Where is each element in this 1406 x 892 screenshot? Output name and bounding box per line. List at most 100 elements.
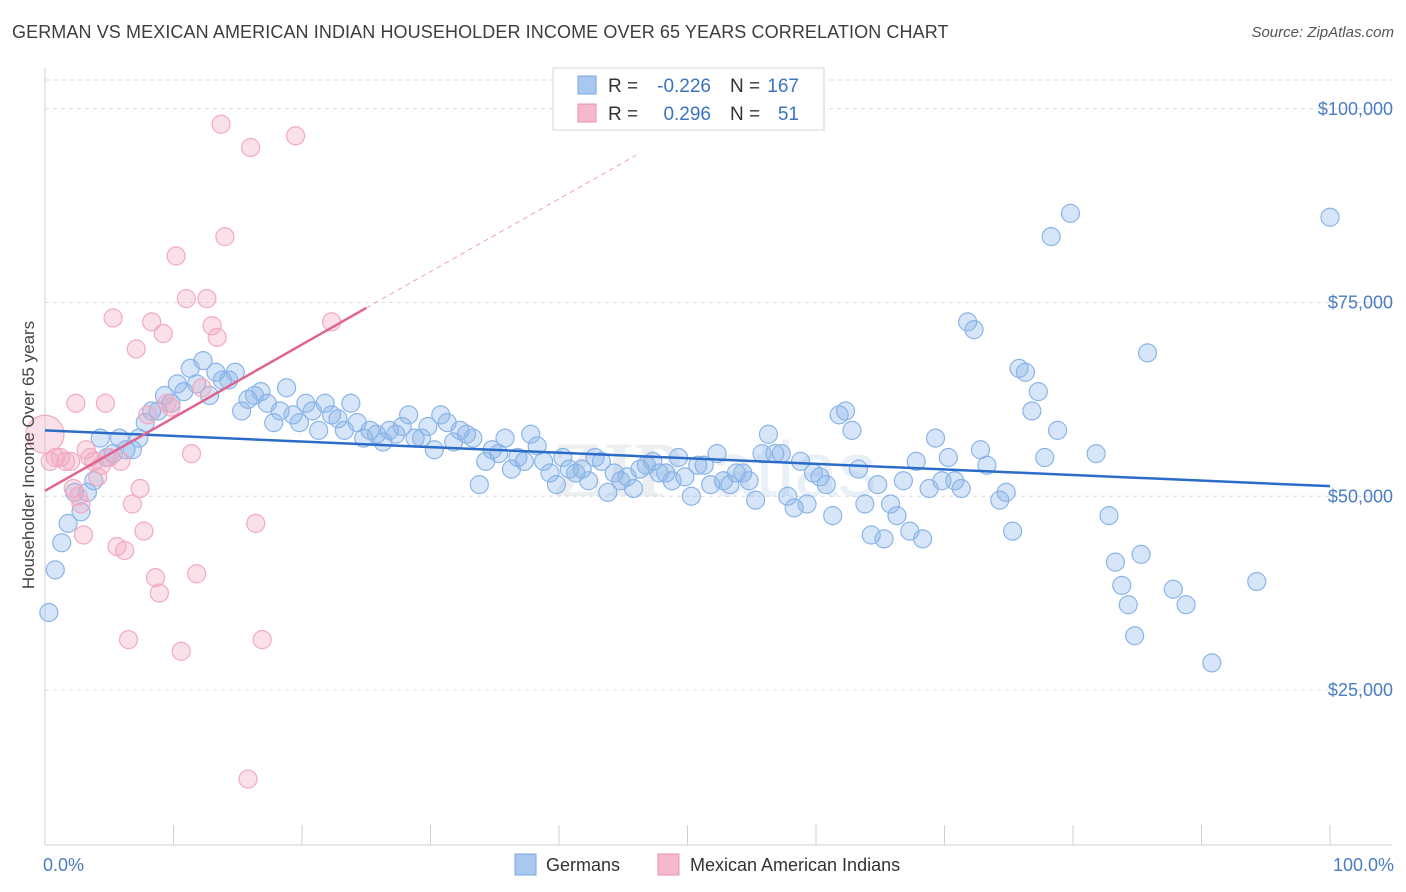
data-point (977, 455, 997, 475)
data-point (283, 405, 303, 425)
data-point (925, 428, 946, 448)
data-point (276, 378, 297, 398)
data-point (130, 478, 150, 499)
data-point (366, 424, 387, 444)
x-tick-label: 0.0% (43, 855, 84, 875)
data-point (951, 478, 971, 499)
legend-row-mexican-american-indians: R = 0.296 N = 51 (577, 103, 799, 125)
data-point (118, 630, 139, 650)
data-point (1035, 447, 1055, 468)
data-point (1047, 420, 1068, 440)
data-point (521, 424, 541, 444)
y-tick-label: $100,000 (1318, 99, 1393, 119)
legend-label-germans: Germans (546, 855, 620, 875)
data-point (289, 413, 310, 433)
data-point (309, 420, 329, 440)
data-point (241, 137, 261, 158)
legend-r-label: R = (608, 76, 638, 97)
trend-layer (44, 154, 1331, 492)
data-point (246, 513, 266, 533)
data-point (733, 463, 753, 483)
data-point (40, 451, 60, 471)
data-point (964, 320, 984, 340)
data-point (1028, 382, 1048, 402)
data-point (341, 393, 361, 413)
data-point (166, 246, 186, 266)
data-point (572, 459, 592, 479)
data-point (157, 393, 177, 413)
y-tick-label: $50,000 (1328, 486, 1393, 506)
legend-bottom: Germans Mexican American Indians (514, 853, 900, 876)
data-point (598, 482, 618, 502)
data-point (1041, 227, 1061, 247)
legend-r-label: R = (608, 104, 638, 125)
data-point (103, 308, 123, 328)
data-point (315, 393, 335, 413)
data-point (784, 498, 804, 518)
data-point (469, 475, 489, 495)
data-point (134, 521, 154, 541)
data-point (855, 494, 875, 514)
data-point (1202, 653, 1222, 673)
data-point (431, 405, 451, 425)
series-germans (39, 203, 1340, 673)
legend-top: R = -0.226 N = 167 R = 0.296 N = 51 (552, 67, 825, 131)
data-point (958, 312, 978, 332)
data-point (861, 525, 881, 545)
data-point (399, 405, 419, 425)
data-point (192, 378, 212, 398)
data-point (153, 323, 173, 344)
data-point (880, 494, 901, 514)
data-point (771, 444, 791, 464)
data-point (681, 486, 701, 506)
data-point (662, 471, 682, 491)
data-point (1247, 571, 1267, 592)
data-point (52, 533, 72, 553)
data-point (1086, 444, 1106, 464)
data-point (68, 486, 89, 506)
data-point (758, 424, 779, 444)
data-point (887, 506, 907, 526)
data-point (701, 475, 721, 495)
x-tick-label: 100.0% (1333, 855, 1394, 875)
data-point (463, 428, 483, 448)
data-point (211, 114, 231, 134)
data-point (938, 447, 958, 468)
data-point (1320, 207, 1340, 227)
data-point (675, 467, 695, 487)
data-point (656, 463, 676, 483)
data-point (66, 393, 86, 413)
data-point (823, 506, 843, 526)
legend-swatch-mexican-american-indians (577, 103, 597, 123)
x-tick-labels: 0.0% 100.0% (43, 855, 1394, 875)
data-point (495, 428, 515, 448)
data-point (1125, 626, 1145, 646)
trend-line-mexican-american-indians (44, 306, 367, 492)
data-point (58, 513, 78, 533)
data-point (285, 126, 306, 146)
data-point (913, 529, 933, 549)
data-point (835, 401, 856, 421)
data-point (197, 289, 217, 309)
data-point (232, 401, 252, 421)
legend-swatch-mexican-american-indians (657, 853, 680, 876)
legend-n-value: 167 (767, 76, 799, 97)
data-point (1131, 544, 1151, 564)
data-point (135, 413, 155, 433)
data-point (1112, 575, 1132, 595)
data-point (604, 463, 624, 483)
data-point (193, 351, 213, 371)
data-point (1105, 552, 1126, 572)
data-point (514, 451, 534, 471)
data-point (264, 413, 284, 433)
data-point (202, 316, 222, 336)
data-point (797, 494, 817, 514)
data-point (39, 602, 59, 623)
data-point (251, 382, 271, 402)
data-point (215, 227, 235, 247)
data-point (1060, 203, 1081, 223)
trend-line-extension (366, 154, 637, 309)
legend-n-label: N = (730, 104, 760, 125)
data-point (126, 339, 146, 359)
data-point (893, 471, 913, 491)
